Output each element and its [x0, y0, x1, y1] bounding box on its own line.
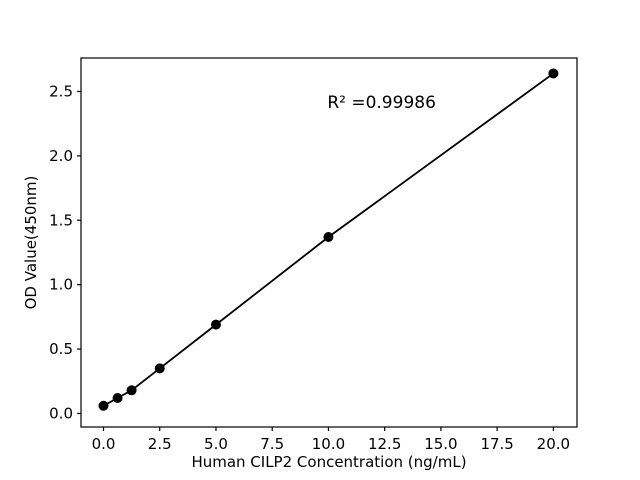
x-tick-label: 17.5: [480, 435, 513, 453]
y-tick-label: 2.0: [49, 147, 73, 165]
y-tick-label: 1.5: [49, 211, 73, 229]
data-point: [323, 232, 334, 243]
y-tick-label: 0.5: [49, 340, 73, 358]
y-tick-label: 1.0: [49, 276, 73, 294]
x-tick-label: 12.5: [368, 435, 401, 453]
r-squared-annotation: R² =0.99986: [327, 93, 436, 113]
y-tick-label: 0.0: [49, 404, 73, 422]
x-tick-label: 7.5: [260, 435, 284, 453]
data-point: [154, 363, 165, 374]
y-axis-title: OD Value(450nm): [22, 176, 40, 310]
data-point: [548, 68, 559, 79]
x-tick-label: 0.0: [92, 435, 116, 453]
data-point: [98, 400, 109, 411]
x-tick-label: 2.5: [148, 435, 172, 453]
x-tick-label: 5.0: [204, 435, 228, 453]
x-tick-label: 15.0: [424, 435, 457, 453]
data-point: [210, 319, 221, 330]
x-axis-title: Human CILP2 Concentration (ng/mL): [191, 453, 466, 471]
y-tick-label: 2.5: [49, 82, 73, 100]
x-tick-label: 20.0: [537, 435, 570, 453]
x-tick-label: 10.0: [312, 435, 345, 453]
data-point: [112, 393, 123, 404]
data-point: [126, 385, 137, 396]
